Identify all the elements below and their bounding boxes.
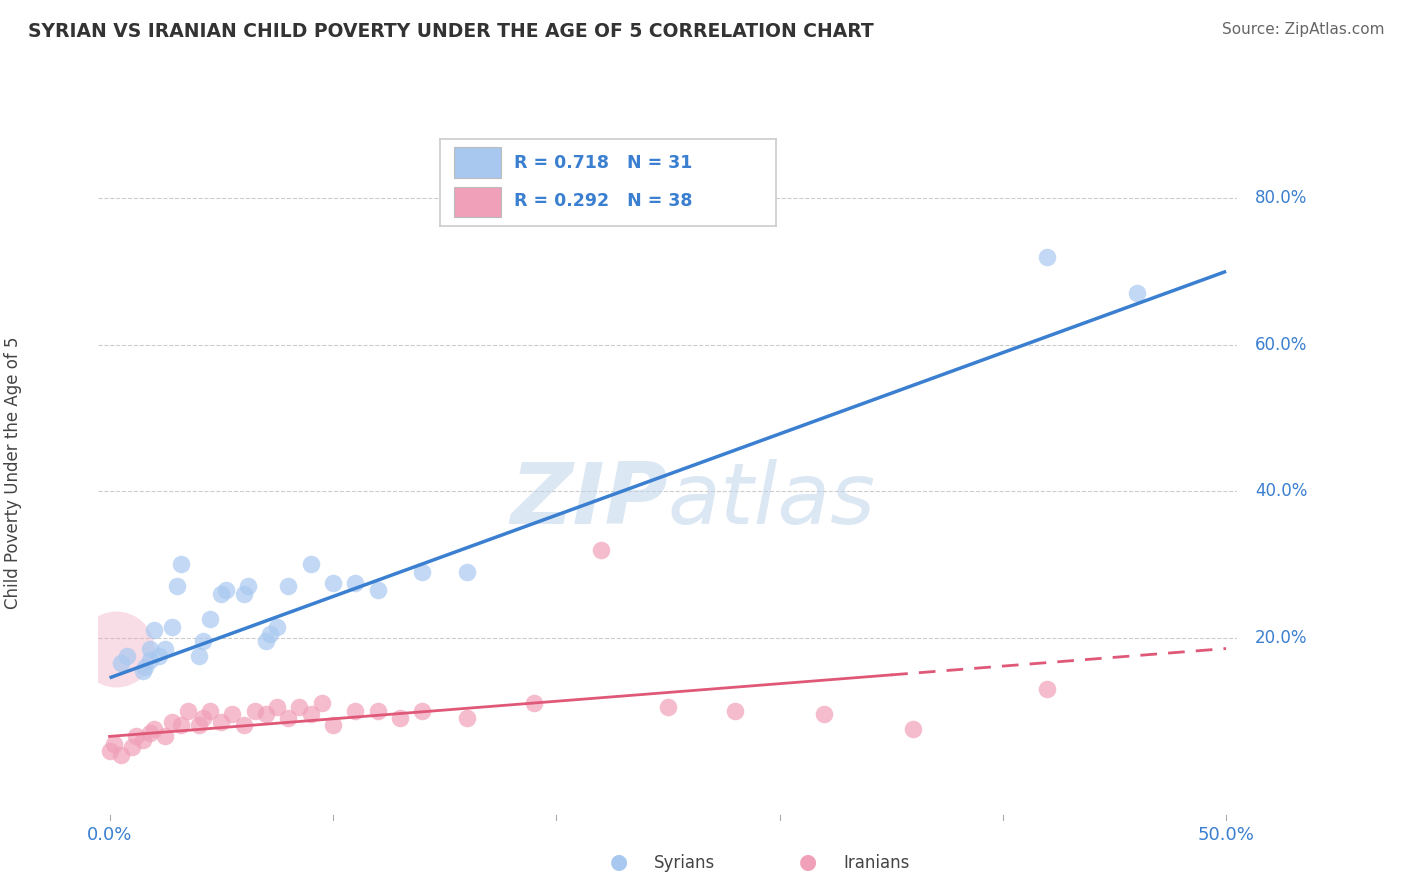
- Point: [1126, 286, 1149, 301]
- Point: [198, 612, 221, 626]
- Point: [98, 744, 121, 758]
- Point: [903, 722, 925, 736]
- Point: [170, 558, 193, 572]
- Point: [299, 558, 322, 572]
- Point: [456, 711, 478, 725]
- Point: [367, 582, 389, 597]
- Text: 80.0%: 80.0%: [1256, 189, 1308, 207]
- Point: [243, 704, 266, 718]
- Point: [134, 660, 156, 674]
- Point: [411, 704, 433, 718]
- Point: [277, 711, 299, 725]
- Point: [277, 579, 299, 593]
- Point: [322, 575, 344, 590]
- Point: [160, 619, 183, 633]
- Point: [139, 725, 162, 739]
- Point: [155, 641, 177, 656]
- Point: [125, 730, 148, 744]
- Point: [193, 711, 215, 725]
- Point: [132, 733, 155, 747]
- Point: [266, 700, 288, 714]
- Point: [139, 641, 162, 656]
- Point: [177, 704, 200, 718]
- Point: [266, 619, 288, 633]
- Point: [170, 718, 193, 732]
- Text: Iranians: Iranians: [844, 855, 910, 872]
- Text: ●: ●: [800, 853, 817, 872]
- Point: [232, 586, 254, 600]
- Point: [724, 704, 747, 718]
- Point: [657, 700, 679, 714]
- Text: 20.0%: 20.0%: [1256, 629, 1308, 647]
- Point: [523, 697, 546, 711]
- Point: [187, 648, 209, 663]
- Point: [221, 707, 243, 722]
- Point: [155, 730, 177, 744]
- Point: [311, 697, 333, 711]
- Point: [132, 664, 155, 678]
- Point: [209, 586, 232, 600]
- Point: [322, 718, 344, 732]
- Point: [117, 648, 139, 663]
- Point: [215, 582, 238, 597]
- Text: 50.0%: 50.0%: [1198, 827, 1254, 845]
- Point: [110, 656, 132, 670]
- Point: [1036, 250, 1059, 264]
- Point: [105, 641, 128, 656]
- Point: [367, 704, 389, 718]
- Point: [110, 747, 132, 762]
- Point: [103, 737, 125, 751]
- Text: R = 0.292   N = 38: R = 0.292 N = 38: [515, 193, 693, 211]
- Text: Source: ZipAtlas.com: Source: ZipAtlas.com: [1222, 22, 1385, 37]
- Point: [589, 542, 612, 557]
- FancyBboxPatch shape: [454, 147, 501, 178]
- Point: [187, 718, 209, 732]
- Point: [388, 711, 411, 725]
- Point: [121, 740, 143, 755]
- Point: [299, 707, 322, 722]
- Text: R = 0.718   N = 31: R = 0.718 N = 31: [515, 154, 692, 172]
- Point: [456, 565, 478, 579]
- Text: ●: ●: [610, 853, 627, 872]
- Point: [193, 634, 215, 648]
- Point: [254, 634, 277, 648]
- Point: [232, 718, 254, 732]
- Point: [143, 722, 166, 736]
- Point: [148, 648, 170, 663]
- Text: SYRIAN VS IRANIAN CHILD POVERTY UNDER THE AGE OF 5 CORRELATION CHART: SYRIAN VS IRANIAN CHILD POVERTY UNDER TH…: [28, 22, 875, 41]
- Point: [236, 579, 259, 593]
- Point: [139, 652, 162, 666]
- Text: Child Poverty Under the Age of 5: Child Poverty Under the Age of 5: [4, 336, 22, 609]
- FancyBboxPatch shape: [454, 186, 501, 217]
- Point: [198, 704, 221, 718]
- Point: [344, 575, 367, 590]
- Text: atlas: atlas: [668, 459, 876, 542]
- Text: 40.0%: 40.0%: [1256, 482, 1308, 500]
- Point: [209, 714, 232, 729]
- Point: [813, 707, 835, 722]
- Text: 0.0%: 0.0%: [87, 827, 132, 845]
- Point: [1036, 681, 1059, 696]
- Point: [259, 627, 281, 641]
- Text: 60.0%: 60.0%: [1256, 335, 1308, 353]
- Point: [160, 714, 183, 729]
- Text: Syrians: Syrians: [654, 855, 716, 872]
- Point: [166, 579, 188, 593]
- Point: [288, 700, 311, 714]
- Point: [254, 707, 277, 722]
- Point: [143, 624, 166, 638]
- Point: [344, 704, 367, 718]
- Point: [411, 565, 433, 579]
- Text: ZIP: ZIP: [510, 459, 668, 542]
